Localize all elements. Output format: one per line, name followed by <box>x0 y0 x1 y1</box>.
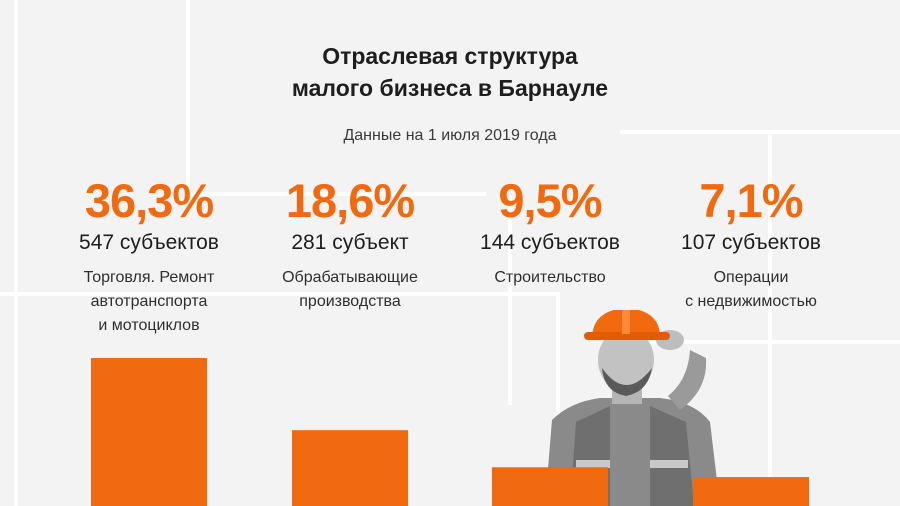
decor-line <box>768 130 772 506</box>
category-column-3: 9,5% 144 субъектов Строительство <box>445 172 655 290</box>
category-label: Операции с недвижимостью <box>685 269 817 310</box>
data-label-percent: 18,6% <box>285 174 415 227</box>
data-label-percent: 9,5% <box>498 174 602 227</box>
data-label-count: 281 субъект <box>291 231 409 254</box>
bar-4 <box>693 477 809 506</box>
title-line-1: Отраслевая структура <box>322 43 578 69</box>
data-label-percent: 36,3% <box>84 174 214 227</box>
data-label-count: 547 субъектов <box>79 231 219 254</box>
category-column-2: 18,6% 281 субъект Обрабатывающие произво… <box>245 172 455 314</box>
data-label-count: 107 субъектов <box>681 231 821 254</box>
category-label: Строительство <box>494 269 606 286</box>
data-label-percent: 7,1% <box>699 174 803 227</box>
category-label: Торговля. Ремонт автотранспорта и мотоци… <box>83 269 215 334</box>
decor-line <box>14 0 18 506</box>
worker-photo <box>545 310 720 506</box>
bar-3 <box>492 467 608 506</box>
title-line-2: малого бизнеса в Барнауле <box>291 75 609 101</box>
decor-line <box>186 192 486 196</box>
data-label-count: 144 субъектов <box>480 231 620 254</box>
chart-subtitle: Данные на 1 июля 2019 года <box>343 127 557 144</box>
decor-line <box>0 292 560 296</box>
bar-1 <box>91 358 207 506</box>
decor-line <box>186 0 190 196</box>
decor-line <box>620 130 900 134</box>
decor-line <box>508 195 512 405</box>
chart-title: Отраслевая структура малого бизнеса в Ба… <box>0 40 900 104</box>
decor-line <box>556 292 560 506</box>
decor-line <box>640 340 900 344</box>
category-label: Обрабатывающие производства <box>282 269 418 310</box>
bar-2 <box>292 430 408 506</box>
category-column-1: 36,3% 547 субъектов Торговля. Ремонт авт… <box>44 172 254 338</box>
category-column-4: 7,1% 107 субъектов Операции с недвижимос… <box>646 172 856 314</box>
